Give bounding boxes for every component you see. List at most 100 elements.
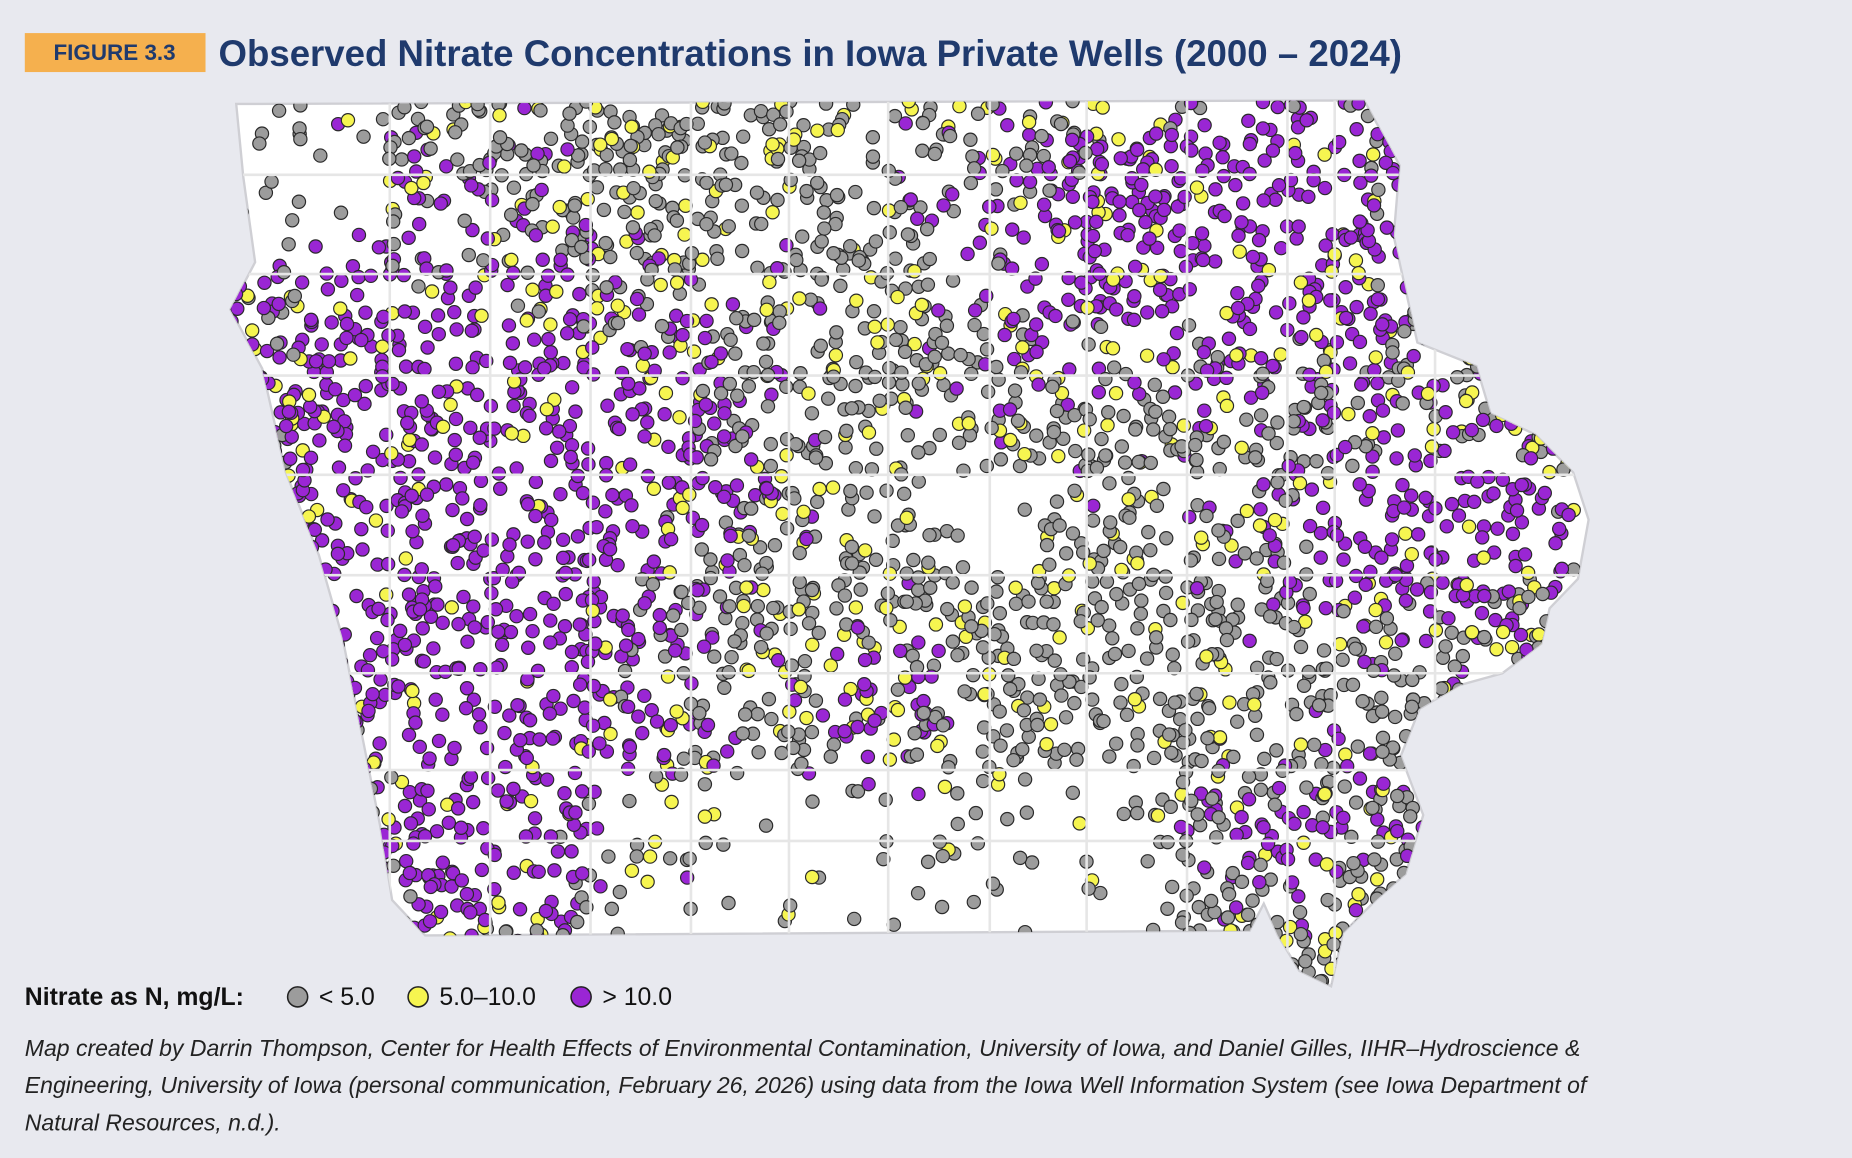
well-dot [1200,731,1215,746]
well-dot [1514,477,1529,493]
well-dot [230,870,238,886]
well-dot [704,297,719,312]
well-dot [230,921,245,937]
well-dot [1579,661,1589,676]
well-dot [338,862,354,877]
well-dot [1444,496,1460,512]
well-dot [848,184,863,200]
well-dot [404,488,419,503]
well-dot [793,366,808,381]
well-dot [815,708,831,723]
well-dot [907,336,922,352]
well-dot [910,211,925,226]
well-dot [801,386,816,401]
well-dot [355,542,370,557]
well-dot [1390,823,1405,839]
well-dot [1113,695,1128,710]
well-dot [240,514,255,529]
well-dot [257,275,272,290]
well-dot [510,298,526,313]
well-dot [1267,797,1283,812]
well-dot [1431,330,1447,345]
well-dot [1082,556,1097,571]
well-dot [761,691,777,707]
well-dot [621,376,636,391]
well-dot [1358,577,1373,592]
well-dot [568,805,583,820]
well-dot [1270,914,1285,930]
well-dot [1051,448,1066,464]
well-dot [275,873,290,888]
well-dot [1114,676,1129,692]
well-dot [234,205,249,220]
well-dot [831,578,846,593]
well-dot [672,410,687,425]
well-dot [992,606,1008,621]
well-dot [246,482,262,498]
well-dot [530,663,546,679]
well-dot [1161,727,1177,742]
well-dot [467,620,482,635]
well-dot [1208,612,1223,627]
well-dot [1435,902,1450,917]
well-dot [365,686,380,702]
well-dot [489,946,504,961]
well-dot [1299,780,1314,795]
well-dot [710,251,725,267]
well-dot [1488,848,1503,864]
well-dot [230,459,240,474]
well-dot [1538,824,1553,840]
well-dot [624,863,640,878]
well-dot [915,115,931,131]
well-dot [606,946,622,962]
well-dot [348,849,364,865]
well-dot [1521,934,1537,949]
well-dot [246,410,261,425]
well-dot [758,818,774,833]
well-dot [972,235,988,250]
well-dot [1467,890,1482,905]
well-dot [369,630,385,646]
well-dot [520,935,536,950]
well-dot [1525,766,1541,782]
well-dot [764,711,779,727]
well-dot [1474,605,1490,621]
well-dot [620,341,635,357]
well-dot [820,391,836,406]
well-dot [326,640,342,655]
well-dot [1541,159,1556,174]
well-dot [298,752,314,768]
well-dot [605,487,620,503]
well-dot [340,113,356,128]
well-dot [1521,884,1537,899]
well-dot [1532,652,1548,668]
well-dot [932,366,948,381]
well-dot [1546,673,1562,689]
well-dot [254,549,270,565]
well-dot [294,275,310,290]
well-dot [924,669,939,684]
well-dot [312,433,327,448]
well-dot [231,414,246,429]
well-dot [1426,422,1441,437]
well-dot [1511,938,1526,954]
well-dot [1224,964,1239,979]
well-dot [1488,370,1504,385]
well-dot [946,955,961,970]
well-dot [319,626,335,641]
well-dot [716,489,732,504]
well-dot [1095,100,1110,115]
well-dot [1094,599,1109,615]
well-dot [697,330,713,346]
well-dot [257,436,272,451]
well-dot [842,238,858,254]
well-dot [264,921,279,936]
well-dot [448,411,464,427]
well-dot [1269,651,1284,667]
well-dot [405,683,420,699]
well-dot [1117,455,1133,470]
well-dot [244,887,259,902]
well-dot [1559,354,1574,369]
well-dot [303,312,319,328]
well-dot [1511,135,1526,151]
